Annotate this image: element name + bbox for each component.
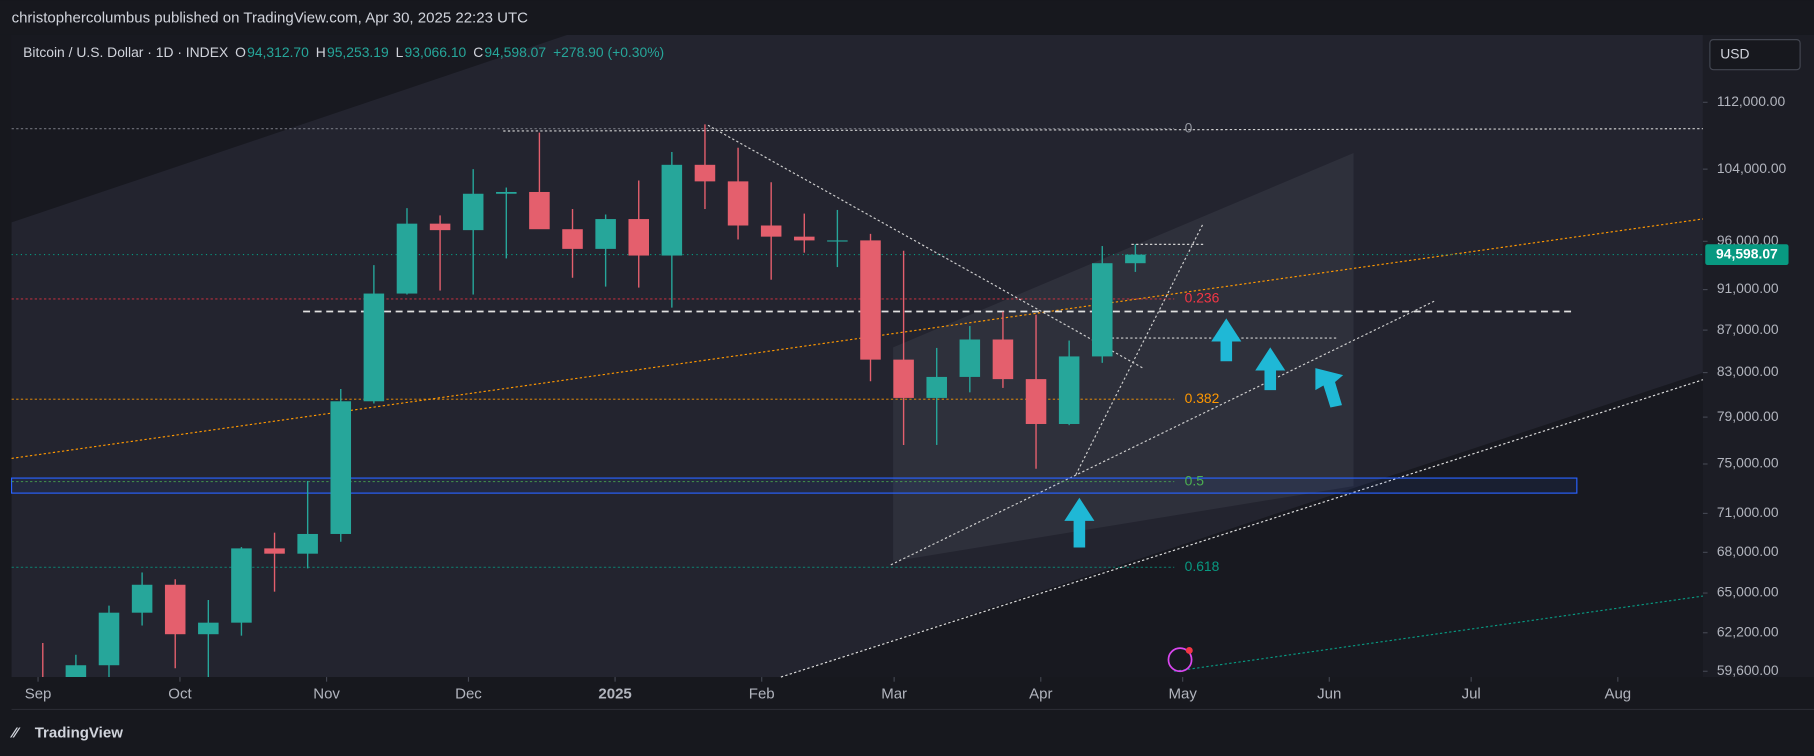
change: +278.90 (+0.30%) bbox=[553, 44, 664, 60]
trend-line bbox=[890, 300, 1435, 566]
x-tick-label: Mar bbox=[881, 685, 907, 702]
ohlc-value: 93,066.10 bbox=[405, 44, 467, 60]
candle-body bbox=[198, 622, 219, 635]
candle-body bbox=[297, 533, 318, 554]
candle-body bbox=[727, 181, 749, 226]
y-tick-label: 112,000.00 bbox=[1717, 93, 1786, 109]
candle-body bbox=[429, 223, 451, 231]
candle-body bbox=[1058, 356, 1080, 424]
footer-logo: ⁄⁄ bbox=[10, 725, 22, 742]
candle-body bbox=[562, 229, 583, 249]
candle-body bbox=[926, 376, 947, 398]
y-tick-label: 68,000.00 bbox=[1717, 543, 1779, 559]
header-bar bbox=[0, 0, 1814, 35]
x-tick-label: Aug bbox=[1604, 685, 1631, 702]
candle-body bbox=[65, 665, 87, 678]
arrow bbox=[1211, 318, 1242, 362]
candle-body bbox=[462, 193, 484, 231]
y-tick-label: 87,000.00 bbox=[1717, 321, 1779, 337]
candle-body bbox=[131, 584, 153, 613]
ohlc-key: H bbox=[316, 44, 326, 60]
candle-body bbox=[1025, 379, 1047, 424]
x-tick-label: Oct bbox=[168, 685, 192, 702]
y-tick-label: 62,200.00 bbox=[1717, 623, 1779, 639]
trend-line bbox=[1075, 223, 1204, 475]
candle-body bbox=[860, 240, 881, 360]
y-tick-label: 79,000.00 bbox=[1717, 408, 1779, 424]
x-tick-label: Apr bbox=[1029, 685, 1052, 702]
publisher: christophercolumbus published on Trading… bbox=[12, 10, 529, 27]
candle-body bbox=[164, 584, 186, 635]
candle-body bbox=[827, 240, 848, 242]
y-tick-label: 71,000.00 bbox=[1717, 504, 1779, 520]
x-tick-label: May bbox=[1168, 685, 1197, 702]
chart-title: Bitcoin / U.S. Dollar · 1D · INDEX bbox=[23, 44, 228, 60]
last-price-tag bbox=[1705, 244, 1789, 266]
candle-body bbox=[595, 219, 616, 249]
arrow bbox=[1064, 497, 1095, 548]
candle-body bbox=[1125, 254, 1146, 264]
ohlc-value: 94,598.07 bbox=[484, 44, 546, 60]
level-line bbox=[503, 128, 1703, 132]
x-tick-label: 2025 bbox=[598, 685, 631, 702]
candle-body bbox=[694, 164, 716, 182]
y-tick-label: 75,000.00 bbox=[1717, 455, 1779, 471]
fib-label: 0.382 bbox=[1185, 390, 1220, 406]
y-tick-label: 65,000.00 bbox=[1717, 584, 1779, 600]
x-tick-label: Sep bbox=[25, 685, 52, 702]
candle-body bbox=[330, 401, 352, 534]
x-tick-label: Jun bbox=[1317, 685, 1341, 702]
fib-label: 0 bbox=[1185, 119, 1193, 135]
plot: 0 0.236 0.382 0.5 0.618 bbox=[11, 119, 1703, 678]
candle-body bbox=[760, 225, 782, 237]
ohlc-key: L bbox=[396, 44, 404, 60]
arrows bbox=[1064, 318, 1344, 548]
candle-body bbox=[959, 339, 981, 377]
candle-body bbox=[1091, 263, 1113, 357]
fib-label: 0.5 bbox=[1185, 472, 1205, 488]
currency-button[interactable] bbox=[1709, 39, 1801, 71]
candle-body bbox=[794, 236, 815, 241]
fib-label: 0.236 bbox=[1185, 290, 1220, 306]
event-icon[interactable] bbox=[1167, 647, 1193, 673]
y-tick-label: 96,000.00 bbox=[1717, 232, 1779, 248]
candle-body bbox=[893, 359, 914, 398]
candle-body bbox=[661, 164, 683, 256]
y-tick-label: 91,000.00 bbox=[1717, 280, 1779, 296]
footer-brand: TradingView bbox=[35, 725, 123, 742]
candle-body bbox=[363, 293, 385, 402]
candle-body bbox=[396, 223, 418, 294]
ohlc-value: 95,253.19 bbox=[327, 44, 389, 60]
trend-line bbox=[1174, 595, 1704, 672]
trend-line bbox=[780, 379, 1704, 678]
zone-box bbox=[10, 477, 1578, 494]
currency: USD bbox=[1720, 45, 1749, 61]
ohlc-key: C bbox=[473, 44, 483, 60]
y-tick-label: 59,600.00 bbox=[1717, 662, 1779, 678]
arrow bbox=[1255, 347, 1286, 391]
candle-body bbox=[529, 191, 550, 230]
x-tick-label: Jul bbox=[1462, 685, 1481, 702]
shade bbox=[780, 372, 1703, 678]
candle-body bbox=[98, 612, 120, 666]
last-price-label: 94,598.07 bbox=[1716, 245, 1778, 261]
candle-body bbox=[231, 548, 252, 623]
candle-body bbox=[628, 219, 650, 256]
fib-label: 0.618 bbox=[1185, 558, 1220, 574]
y-tick-label: 104,000.00 bbox=[1717, 160, 1787, 176]
ohlc-value: 94,312.70 bbox=[247, 44, 309, 60]
ohlc-key: O bbox=[235, 44, 246, 60]
event-dot bbox=[1185, 646, 1193, 654]
candle-body bbox=[496, 191, 517, 194]
x-tick-label: Nov bbox=[313, 685, 340, 702]
x-tick-label: Feb bbox=[749, 685, 775, 702]
arrow bbox=[1315, 368, 1344, 408]
y-tick-label: 83,000.00 bbox=[1717, 363, 1779, 379]
candle-body bbox=[264, 548, 285, 554]
x-tick-label: Dec bbox=[455, 685, 482, 702]
price-axis bbox=[1702, 34, 1814, 678]
candle-body bbox=[992, 339, 1014, 380]
